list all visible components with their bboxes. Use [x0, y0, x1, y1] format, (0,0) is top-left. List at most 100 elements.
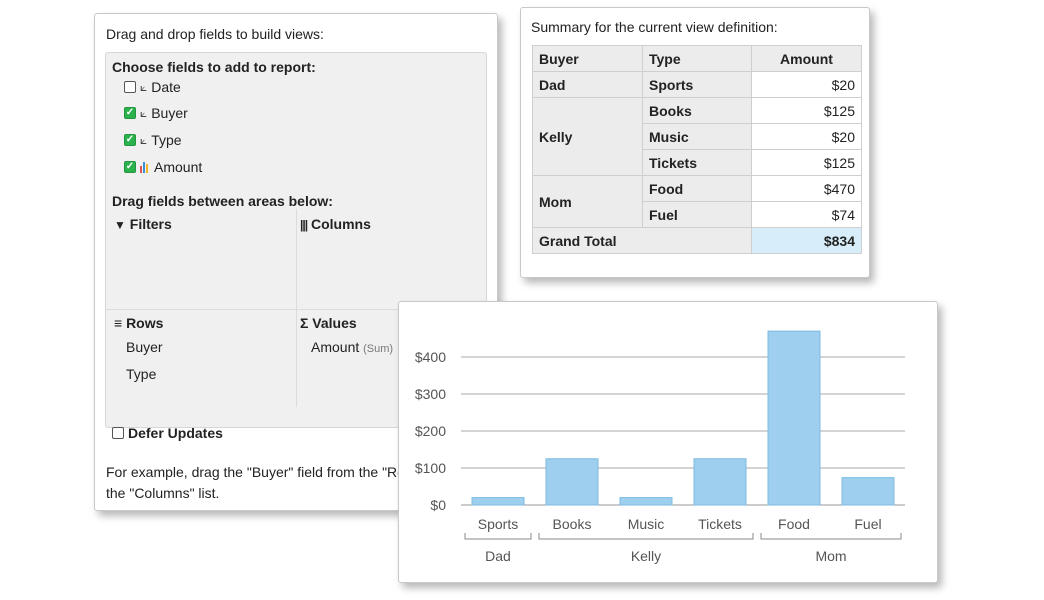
rows-icon: ≡: [114, 315, 123, 331]
type-cell: Sports: [642, 71, 752, 98]
amount-cell: $20: [751, 71, 862, 98]
table-row: Music $20: [533, 123, 862, 150]
dimension-icon: ⟀: [140, 132, 148, 147]
table-row: Dad Sports $20: [532, 71, 862, 98]
grand-total-row: Grand Total $834: [532, 227, 862, 254]
date-checkbox[interactable]: [124, 81, 136, 93]
table-row: Kelly Books $125: [532, 97, 862, 176]
table-row: Fuel $74: [533, 201, 862, 228]
columns-title: Columns: [310, 216, 371, 232]
field-label: Amount: [154, 159, 203, 175]
summary-table: Buyer Type Amount Dad Sports $20 Kelly B…: [532, 45, 862, 254]
amount-checkbox[interactable]: ✓: [124, 161, 136, 173]
type-cell: Fuel: [642, 201, 752, 228]
area-divider-vertical: [296, 209, 297, 407]
y-tick-label: $100: [415, 460, 446, 476]
group-label: Mom: [815, 548, 846, 564]
y-tick-label: $0: [430, 497, 446, 513]
x-tick-label: Books: [553, 516, 592, 532]
amount-cell: $125: [751, 97, 862, 124]
field-type[interactable]: ✓ ⟀ Type: [124, 131, 182, 149]
y-tick-label: $200: [415, 423, 446, 439]
rows-item-buyer[interactable]: Buyer: [126, 339, 163, 355]
y-tick-label: $300: [415, 386, 446, 402]
builder-intro: Drag and drop fields to build views:: [106, 26, 324, 42]
group-bracket: [760, 533, 902, 540]
x-tick-label: Tickets: [698, 516, 742, 532]
header-amount: Amount: [751, 45, 862, 72]
buyer-cell: Kelly: [532, 97, 643, 176]
dimension-icon: ⟀: [140, 105, 148, 120]
filters-title: Filters: [129, 216, 172, 232]
group-bracket: [464, 533, 532, 540]
example-line-1: For example, drag the "Buyer" field from…: [106, 464, 405, 480]
header-type: Type: [642, 45, 752, 72]
values-area[interactable]: Σ Values: [300, 315, 357, 331]
summary-panel: Summary for the current view definition:…: [520, 7, 870, 278]
type-cell: Books: [642, 97, 752, 124]
bar: [693, 458, 747, 506]
type-cell: Tickets: [642, 149, 752, 176]
amount-cell: $470: [751, 175, 862, 202]
rows-area[interactable]: ≡ Rows: [114, 315, 163, 331]
bar-chart: $0 $100 $200 $300 $400 Sports Books Music Ticket…: [415, 330, 905, 564]
x-tick-label: Sports: [478, 516, 518, 532]
defer-updates-checkbox[interactable]: [112, 427, 124, 439]
area-divider-horizontal: [106, 309, 486, 310]
field-buyer[interactable]: ✓ ⟀ Buyer: [124, 104, 188, 122]
x-tick-label: Fuel: [854, 516, 881, 532]
field-amount[interactable]: ✓ Amount: [124, 158, 202, 176]
group-label: Kelly: [631, 548, 661, 564]
buyer-checkbox[interactable]: ✓: [124, 107, 136, 119]
amount-cell: $125: [751, 149, 862, 176]
bar: [545, 458, 599, 506]
chart-panel: $0 $100 $200 $300 $400 Sports Books Music Ticket…: [398, 301, 938, 583]
summary-caption: Summary for the current view definition:: [531, 19, 778, 35]
bar: [767, 330, 821, 506]
values-title: Values: [312, 315, 357, 331]
sigma-icon: Σ: [300, 315, 309, 331]
rows-item-type[interactable]: Type: [126, 366, 157, 382]
header-buyer: Buyer: [532, 45, 643, 72]
columns-icon: |||: [300, 218, 308, 232]
group-label: Dad: [485, 548, 511, 564]
buyer-cell: Mom: [532, 175, 643, 228]
values-item-label: Amount: [311, 339, 360, 355]
rows-title: Rows: [126, 315, 164, 331]
table-row: Tickets $125: [533, 149, 862, 176]
filters-area[interactable]: ▼ Filters: [114, 216, 172, 232]
x-tick-label: Food: [778, 516, 810, 532]
buyer-cell: Dad: [532, 71, 643, 98]
y-tick-label: $400: [415, 349, 446, 365]
grand-total-value: $834: [751, 227, 862, 254]
choose-fields-header: Choose fields to add to report:: [112, 59, 316, 75]
field-label: Type: [151, 132, 182, 148]
amount-cell: $20: [751, 123, 862, 150]
bar: [841, 477, 895, 506]
defer-updates-label: Defer Updates: [128, 425, 223, 441]
values-item-amount[interactable]: Amount (Sum): [311, 339, 393, 355]
type-cell: Music: [642, 123, 752, 150]
drag-fields-header: Drag fields between areas below:: [112, 193, 333, 209]
measure-chart-icon: [140, 161, 148, 173]
field-label: Date: [151, 79, 181, 95]
bar: [471, 497, 525, 506]
example-text: For example, drag the "Buyer" field from…: [106, 462, 486, 504]
table-row: Mom Food $470: [532, 175, 862, 228]
table-header-row: Buyer Type Amount: [532, 45, 862, 72]
dimension-icon: ⟀: [140, 79, 148, 94]
example-line-2: the "Columns" list.: [106, 485, 220, 501]
values-item-suffix: (Sum): [363, 343, 394, 355]
type-checkbox[interactable]: ✓: [124, 134, 136, 146]
bar: [619, 497, 673, 506]
type-cell: Food: [642, 175, 752, 202]
field-label: Buyer: [151, 105, 188, 121]
defer-updates[interactable]: Defer Updates: [112, 424, 223, 442]
x-tick-label: Music: [628, 516, 665, 532]
amount-cell: $74: [751, 201, 862, 228]
columns-area[interactable]: ||| Columns: [300, 216, 371, 232]
group-bracket: [538, 533, 754, 540]
field-date[interactable]: ⟀ Date: [124, 78, 181, 96]
grand-total-label: Grand Total: [532, 227, 752, 254]
filter-icon: ▼: [114, 218, 126, 232]
